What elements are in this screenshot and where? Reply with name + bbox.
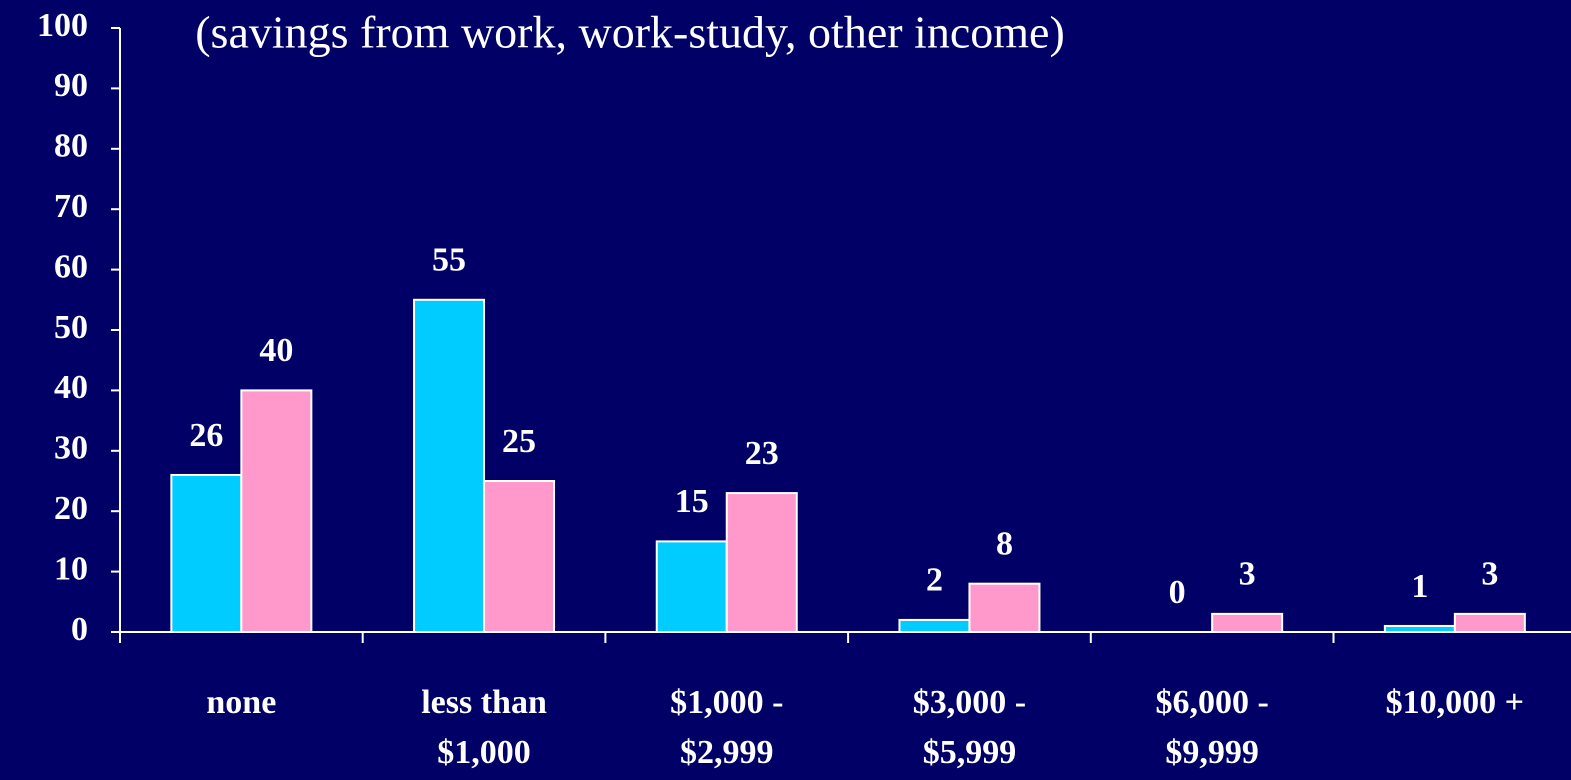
y-tick-label: 10 (54, 550, 88, 587)
bar (898, 618, 971, 633)
x-tick-label: none (206, 684, 277, 721)
bar (240, 389, 313, 633)
data-label: 2 (926, 562, 943, 599)
data-label: 40 (259, 332, 293, 369)
bar (968, 582, 1041, 633)
bar (655, 540, 728, 634)
y-tick-label: 70 (54, 188, 88, 225)
y-tick-label: 60 (54, 248, 88, 285)
y-tick-label: 0 (71, 611, 88, 648)
data-label: 23 (745, 435, 779, 472)
data-label: 55 (432, 242, 466, 279)
y-tick-label: 90 (54, 67, 88, 104)
y-tick-label: 20 (54, 490, 88, 527)
data-label: 8 (996, 525, 1013, 562)
bar (170, 473, 243, 633)
bar (1383, 624, 1456, 634)
y-tick-label: 50 (54, 309, 88, 346)
x-tick-label: $1,000 - $2,999 (670, 684, 784, 771)
bar (483, 480, 556, 633)
chart-title: (savings from work, work-study, other in… (195, 7, 1065, 58)
y-tick-label: 40 (54, 369, 88, 406)
y-tick-label: 80 (54, 128, 88, 165)
data-label: 0 (1169, 574, 1186, 611)
x-tick-label: less than $1,000 (421, 684, 547, 771)
data-label: 15 (675, 483, 709, 520)
data-label: 25 (502, 423, 536, 460)
data-label: 3 (1239, 556, 1256, 593)
bar (1211, 612, 1284, 634)
bar (1453, 612, 1526, 634)
y-tick-label: 100 (37, 7, 88, 44)
data-label: 3 (1481, 556, 1498, 593)
data-label: 26 (189, 417, 223, 454)
x-tick-label: $6,000 - $9,999 (1155, 684, 1269, 771)
data-label: 1 (1411, 568, 1428, 605)
x-tick-label: $3,000 - $5,999 (912, 684, 1027, 771)
bar (725, 492, 798, 633)
y-tick-label: 30 (54, 430, 88, 467)
x-tick-label: $10,000 + (1385, 684, 1525, 721)
bar (413, 298, 486, 633)
